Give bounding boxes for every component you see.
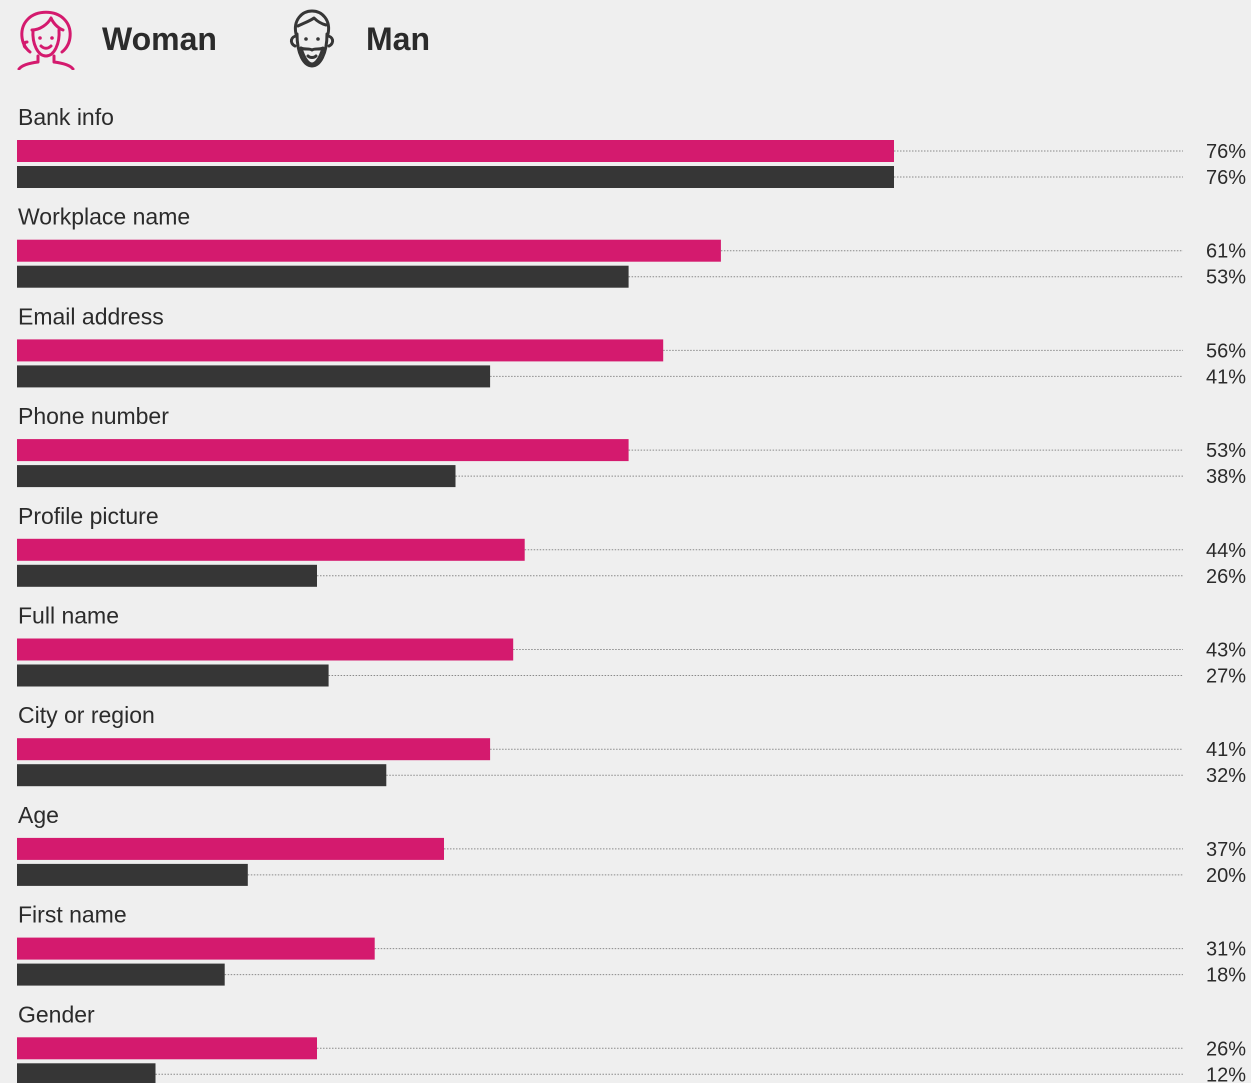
bar-man <box>17 963 225 986</box>
bar-man <box>17 1063 156 1083</box>
category-group: Workplace name 61% 53% <box>17 204 1246 289</box>
value-label-woman: 61% <box>1206 241 1246 263</box>
value-label-woman: 41% <box>1206 739 1246 761</box>
category-label: Workplace name <box>18 204 190 230</box>
man-icon <box>289 9 335 68</box>
category-group: Age 37% 20% <box>17 802 1246 887</box>
legend-item-woman: Woman <box>16 8 217 70</box>
value-label-man: 12% <box>1206 1064 1246 1083</box>
value-label-man: 26% <box>1206 566 1246 588</box>
category-label: Phone number <box>18 403 169 429</box>
bar-woman <box>17 140 894 162</box>
value-label-man: 18% <box>1206 965 1246 987</box>
value-label-man: 41% <box>1206 366 1246 388</box>
bar-man <box>17 166 894 188</box>
value-label-woman: 44% <box>1206 540 1246 562</box>
value-label-woman: 43% <box>1206 640 1246 662</box>
bar-man <box>17 465 456 488</box>
bar-man <box>17 365 491 388</box>
category-group: Phone number 53% 38% <box>17 403 1246 488</box>
bar-woman <box>17 339 664 362</box>
legend-label-woman: Woman <box>102 20 217 57</box>
category-group: Bank info 76% 76% <box>17 104 1246 189</box>
bar-man <box>17 265 629 288</box>
category-group: Profile picture 44% 26% <box>17 503 1246 588</box>
legend-item-man: Man <box>284 8 430 70</box>
value-label-woman: 56% <box>1206 340 1246 362</box>
bar-woman <box>17 239 721 262</box>
value-label-woman: 76% <box>1206 141 1246 163</box>
category-label: Full name <box>18 603 119 629</box>
bar-man <box>17 564 317 587</box>
value-label-man: 76% <box>1206 167 1246 189</box>
value-label-man: 53% <box>1206 267 1246 289</box>
value-label-woman: 53% <box>1206 440 1246 462</box>
bar-woman <box>17 837 444 860</box>
value-label-man: 27% <box>1206 666 1246 688</box>
value-label-man: 20% <box>1206 865 1246 887</box>
category-label: City or region <box>18 702 155 728</box>
bar-woman <box>17 538 525 561</box>
category-label: Bank info <box>18 104 114 130</box>
category-group: Full name 43% 27% <box>17 603 1246 688</box>
value-label-man: 38% <box>1206 466 1246 488</box>
woman-icon <box>17 10 75 70</box>
value-label-woman: 26% <box>1206 1038 1246 1060</box>
bar-woman <box>17 738 491 761</box>
bar-woman <box>17 1037 317 1060</box>
chart-legend: Woman Man <box>0 0 1251 80</box>
category-label: First name <box>18 902 127 928</box>
bar-woman <box>17 439 629 462</box>
category-group: Gender 26% 12% <box>17 1001 1246 1083</box>
category-group: City or region 41% 32% <box>17 702 1246 787</box>
category-group: Email address 56% 41% <box>17 303 1246 388</box>
bar-man <box>17 764 387 787</box>
bar-man <box>17 863 248 886</box>
bar-woman <box>17 638 514 661</box>
value-label-woman: 31% <box>1206 939 1246 961</box>
bar-woman <box>17 937 375 960</box>
bar-man <box>17 664 329 687</box>
category-group: First name 31% 18% <box>17 902 1246 987</box>
category-label: Email address <box>18 303 164 329</box>
category-label: Profile picture <box>18 503 159 529</box>
category-label: Age <box>18 802 59 828</box>
category-label: Gender <box>18 1001 95 1027</box>
value-label-man: 32% <box>1206 765 1246 787</box>
value-label-woman: 37% <box>1206 839 1246 861</box>
legend-label-man: Man <box>366 20 430 57</box>
